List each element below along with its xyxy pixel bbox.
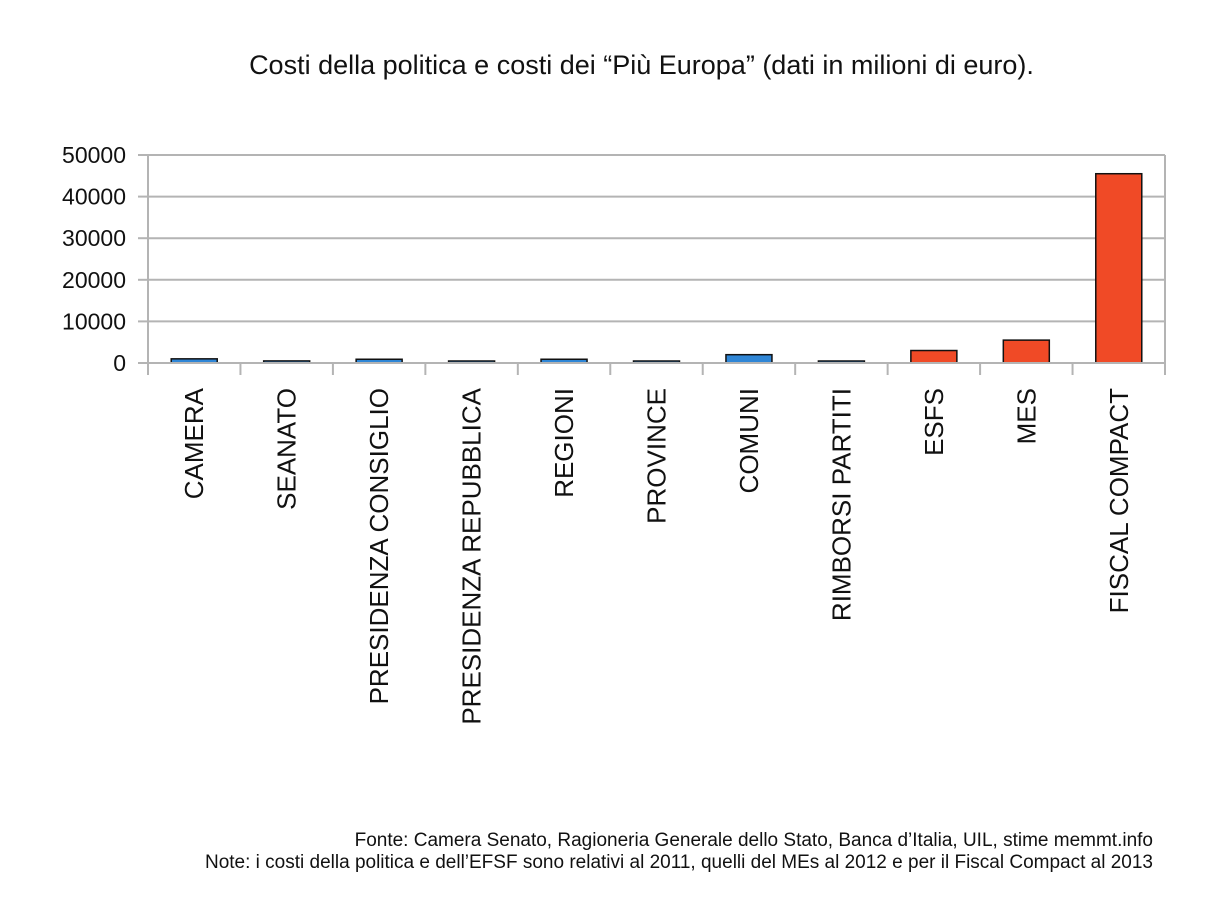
y-tick-label: 30000 <box>62 225 126 251</box>
y-axis-ticks: 0 10000 20000 30000 40000 50000 <box>62 142 148 376</box>
x-tick-label: PRESIDENZA CONSIGLIO <box>364 388 394 704</box>
y-tick-label: 20000 <box>62 267 126 293</box>
source-note: Fonte: Camera Senato, Ragioneria General… <box>354 830 1153 851</box>
y-tick-label: 40000 <box>62 184 126 210</box>
x-axis-labels: CAMERA SEANATO PRESIDENZA CONSIGLIO PRESIDE… <box>179 387 1134 724</box>
x-tick-label: RIMBORSI PARTITI <box>826 388 856 621</box>
y-tick-label: 50000 <box>62 142 126 168</box>
x-axis <box>147 362 1166 375</box>
chart-title: Costi della politica e costi dei “Più Eu… <box>249 50 1034 80</box>
x-tick-label: SEANATO <box>272 388 302 510</box>
bar <box>1002 339 1051 364</box>
bar <box>910 349 958 364</box>
bars <box>170 172 1143 364</box>
x-tick-label: COMUNI <box>734 388 764 493</box>
x-tick-label: REGIONI <box>549 388 579 498</box>
x-tick-label: FISCAL COMPACT <box>1104 388 1134 613</box>
x-tick-label: MES <box>1011 388 1041 444</box>
bar <box>1095 172 1143 364</box>
chart-notes: Fonte: Camera Senato, Ragioneria General… <box>205 830 1153 874</box>
bar <box>725 353 773 364</box>
x-tick-label: PROVINCE <box>642 388 672 524</box>
x-tick-label: PRESIDENZA REPUBBLICA <box>457 387 487 724</box>
x-tick-label: ESFS <box>919 388 949 456</box>
y-tick-label: 0 <box>113 350 126 376</box>
x-tick-label: CAMERA <box>179 387 209 499</box>
y-tick-label: 10000 <box>62 308 126 334</box>
period-note: Note: i costi della politica e dell’EFSF… <box>204 852 1153 873</box>
